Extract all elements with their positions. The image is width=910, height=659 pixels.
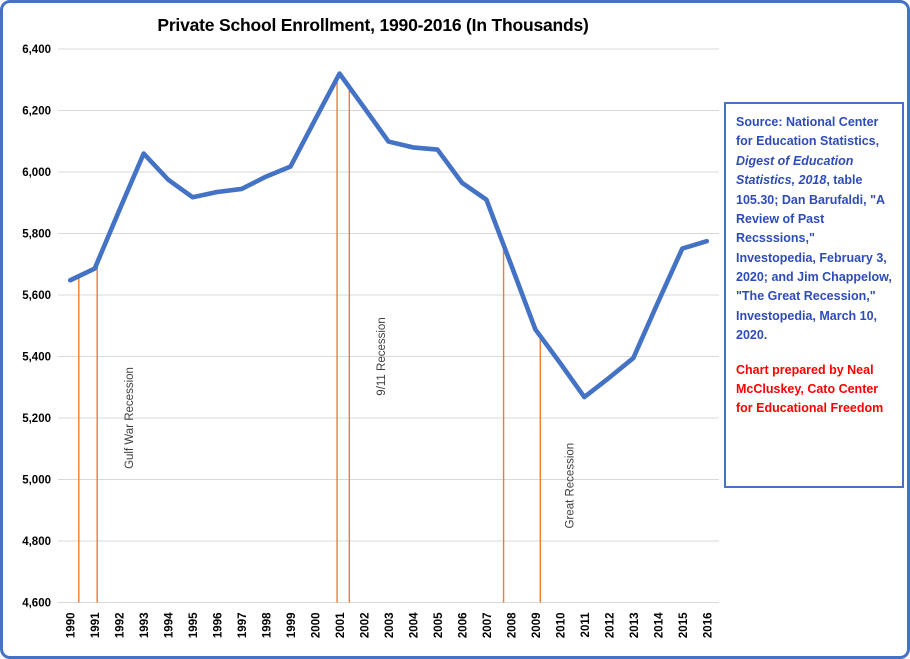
x-axis-tick-label: 1993 xyxy=(139,613,151,639)
source-text-part2: , table 105.30; Dan Barufaldi, "A Review… xyxy=(736,173,892,343)
x-axis-tick-label: 1995 xyxy=(188,612,200,638)
x-axis-tick-label: 2010 xyxy=(555,613,567,639)
x-axis-tick-label: 2004 xyxy=(408,612,420,638)
y-axis-tick-label: 6,400 xyxy=(22,44,51,56)
x-axis-tick-label: 1997 xyxy=(237,613,249,639)
source-note-box: Source: National Center for Education St… xyxy=(724,102,904,488)
y-axis-tick-label: 5,000 xyxy=(22,475,51,487)
enrollment-series-line xyxy=(67,71,710,400)
x-axis-tick-label: 1998 xyxy=(262,612,274,638)
y-axis-tick-label: 5,200 xyxy=(22,413,51,425)
x-axis-tick-label: 1990 xyxy=(66,613,78,639)
x-axis-tick-label: 1992 xyxy=(115,613,127,639)
x-axis-tick-label: 2003 xyxy=(384,613,396,639)
x-axis-tick-label: 2012 xyxy=(604,613,616,639)
x-axis-tick-label: 2015 xyxy=(678,612,690,638)
x-axis-tick-label: 2011 xyxy=(580,612,592,638)
chart-title: Private School Enrollment, 1990-2016 (In… xyxy=(157,15,589,35)
recession-annotation-label: Great Recession xyxy=(565,443,577,529)
x-axis-tick-label: 1999 xyxy=(286,613,298,639)
x-axis-tick-label: 2001 xyxy=(335,612,347,638)
y-axis-tick-label: 4,800 xyxy=(22,536,51,548)
x-axis-tick-label: 1991 xyxy=(90,612,102,638)
line-chart-plot: 6,400 6,200 6,000 5,800 5,600 5,400 5,200 5,000… xyxy=(22,44,719,639)
x-axis-tick-label: 1994 xyxy=(164,612,176,638)
x-axis-tick-label: 1996 xyxy=(213,613,225,639)
credit-text: Chart prepared by Neal McCluskey, Cato C… xyxy=(736,362,884,416)
x-axis-tick-label: 2002 xyxy=(360,613,372,639)
y-axis-tick-label: 6,000 xyxy=(22,167,51,179)
y-axis-tick-label: 5,600 xyxy=(22,290,51,302)
source-text-part1: Source: National Center for Education St… xyxy=(736,115,880,149)
y-axis-tick-label: 5,400 xyxy=(22,352,51,364)
y-axis-tick-label: 4,600 xyxy=(22,598,51,610)
x-axis-tick-label: 2009 xyxy=(531,613,543,639)
y-axis-tick-label: 6,200 xyxy=(22,106,51,118)
x-axis-tick-label: 2005 xyxy=(433,612,445,638)
recession-annotation-label: 9/11 Recession xyxy=(376,317,388,395)
x-axis-tick-label: 2014 xyxy=(653,612,665,638)
source-text-italic: Digest of Education Statistics, 2018 xyxy=(736,153,854,188)
x-axis-tick-label: 2006 xyxy=(457,613,469,639)
x-axis-tick-label: 2008 xyxy=(506,612,518,638)
recession-annotation-label: Gulf War Recession xyxy=(124,367,136,469)
x-axis-tick-label: 2016 xyxy=(702,613,714,639)
x-axis-tick-label: 2007 xyxy=(482,613,494,639)
x-axis-tick-label: 2000 xyxy=(311,613,323,639)
source-note-text: Source: National Center for Education St… xyxy=(736,113,894,346)
y-axis-tick-label: 5,800 xyxy=(22,229,51,241)
x-axis-tick-label: 2013 xyxy=(629,613,641,639)
